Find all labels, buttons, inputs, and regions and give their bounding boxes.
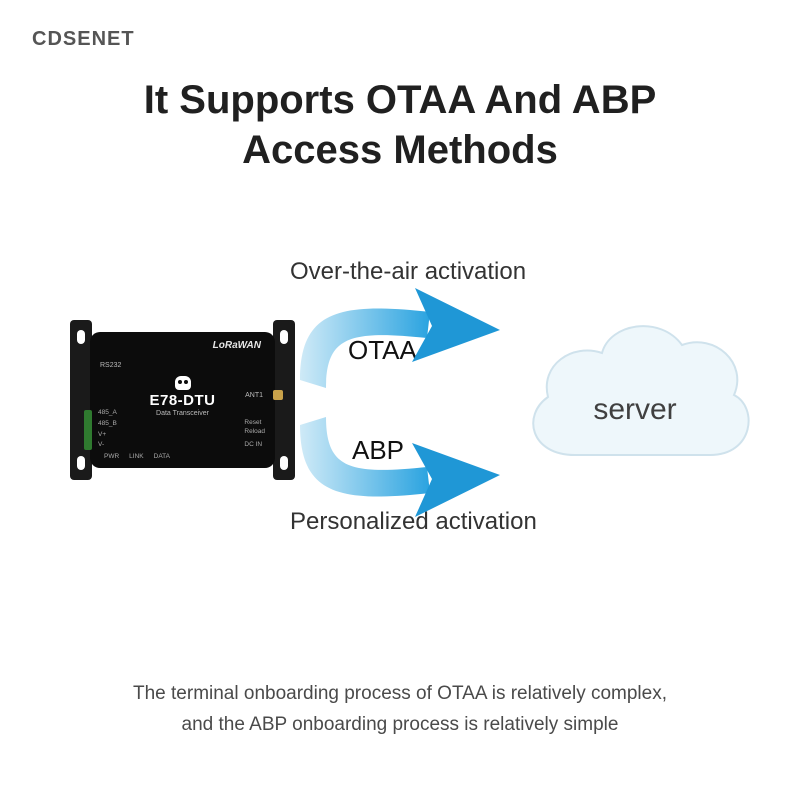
page-title: It Supports OTAA And ABP Access Methods — [0, 75, 800, 175]
device-body: LoRaWAN RS232 E78-DTU Data Transceiver A… — [90, 332, 275, 468]
side-label: 485_B — [98, 419, 117, 429]
antenna-connector-icon — [273, 390, 283, 400]
title-line-2: Access Methods — [0, 125, 800, 175]
title-line-1: It Supports OTAA And ABP — [0, 75, 800, 125]
right-label: Reload — [244, 427, 265, 436]
side-label: V+ — [98, 430, 117, 440]
led-label: LINK — [129, 453, 143, 460]
cloud-shape — [533, 326, 748, 455]
led-label: PWR — [104, 453, 119, 460]
device-logo-icon — [174, 376, 190, 390]
device-port-label: RS232 — [100, 362, 121, 369]
brand-label: CDSENET — [32, 28, 135, 51]
side-label: V- — [98, 440, 117, 450]
device-mount-left — [70, 320, 92, 480]
server-cloud: server — [510, 295, 760, 485]
device-right-labels: Reset Reload DC IN — [244, 418, 265, 449]
device-logo: E78-DTU Data Transceiver — [149, 376, 215, 417]
device-antenna-label: ANT1 — [245, 392, 263, 399]
terminal-block-icon — [84, 410, 92, 450]
footer-line-2: and the ABP onboarding process is relati… — [40, 710, 760, 740]
otaa-arrow-head — [412, 288, 500, 362]
device-model-label: E78-DTU — [149, 392, 215, 409]
access-method-diagram: Over-the-air activation OTAA ABP Persona… — [0, 240, 800, 580]
abp-path-label: ABP — [352, 435, 404, 466]
device-mount-right — [273, 320, 295, 480]
device-led-labels: PWR LINK DATA — [104, 453, 170, 460]
right-label: Reset — [244, 418, 265, 427]
cloud-icon — [510, 295, 760, 485]
abp-arrow-head — [412, 443, 500, 517]
infographic-page: CDSENET It Supports OTAA And ABP Access … — [0, 0, 800, 800]
device-side-labels: 485_A 485_B V+ V- — [98, 408, 117, 451]
side-label: 485_A — [98, 408, 117, 418]
device-protocol-label: LoRaWAN — [213, 340, 261, 351]
otaa-description-label: Over-the-air activation — [290, 258, 526, 286]
device-illustration: LoRaWAN RS232 E78-DTU Data Transceiver A… — [70, 320, 295, 480]
footer-line-1: The terminal onboarding process of OTAA … — [40, 679, 760, 709]
footer-text: The terminal onboarding process of OTAA … — [0, 679, 800, 740]
right-label: DC IN — [244, 440, 265, 449]
led-label: DATA — [154, 453, 170, 460]
cloud-label: server — [510, 393, 760, 427]
abp-description-label: Personalized activation — [290, 508, 537, 536]
otaa-path-label: OTAA — [348, 335, 417, 366]
device-subtitle-label: Data Transceiver — [149, 410, 215, 417]
